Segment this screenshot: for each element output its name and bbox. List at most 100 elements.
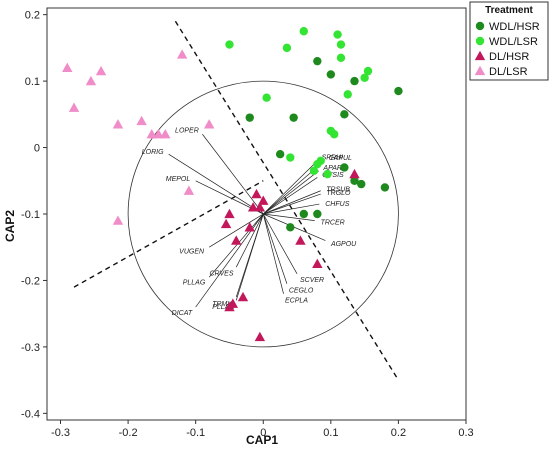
point-dl-hsr [251,188,262,199]
y-axis-title: CAP2 [3,210,17,242]
vector-line [208,213,264,278]
point-wdl-hsr [340,163,349,172]
legend: Treatment WDL/HSR WDL/LSR DL/HSR DL/LSR [469,1,549,81]
point-wdl-hsr [350,76,359,86]
legend-entry: WDL/HSR [489,21,540,33]
vector-label: TRMIC [212,301,235,308]
point-dl-hsr [312,258,323,268]
y-tick-label: -0.1 [21,209,40,221]
vector-line [263,190,321,215]
point-dl-lsr [160,129,171,139]
point-dl-hsr [224,208,235,219]
point-wdl-hsr [357,179,366,189]
legend-entry: DL/HSR [489,51,529,63]
point-wdl-lsr [343,90,352,99]
vector-line [262,213,288,284]
points-layer [62,27,403,342]
point-wdl-lsr [225,40,234,49]
point-wdl-hsr [275,149,285,159]
vector-label: DICAT [172,310,193,317]
vector-line [263,213,315,221]
point-dl-lsr [85,75,97,86]
point-wdl-hsr [340,110,349,119]
vector-line [263,203,320,215]
vector-label: PLLAN [212,304,235,311]
point-wdl-lsr [262,93,271,102]
vector-label: SCVER [300,277,324,284]
y-tick-label: -0.4 [21,408,40,420]
x-tick-label: 0.1 [323,427,338,439]
y-tick-label: 0 [34,143,40,155]
vector-line [235,213,264,268]
point-wdl-lsr [313,159,322,169]
point-wdl-lsr [282,43,292,53]
vector-label: CHFUS [325,201,349,208]
vector-line [235,213,264,301]
point-wdl-lsr [309,166,319,176]
correlation-circle [127,80,399,348]
point-wdl-hsr [380,183,390,192]
vector-label: CEGLO [289,287,314,294]
point-dl-lsr [183,185,195,195]
point-wdl-lsr [363,66,373,76]
plot-frame [46,7,467,421]
point-dl-hsr [224,301,235,312]
point-dl-lsr [112,215,124,225]
y-tick-label: 0.1 [25,76,40,88]
point-wdl-hsr [326,70,336,79]
vector-label: PLLAG [183,280,206,287]
point-wdl-lsr [286,153,295,162]
legend-marker [475,21,485,31]
y-tick-label: -0.3 [21,342,40,354]
point-dl-hsr [247,202,259,212]
legend-entry: DL/LSR [489,66,528,78]
point-wdl-lsr [323,169,332,179]
vector-label: LOPER [175,127,199,134]
point-wdl-hsr [299,209,309,219]
vector-label: CRVES [210,271,234,278]
legend-entry: WDL/LSR [489,36,538,48]
vector-line [262,213,284,294]
point-wdl-hsr [245,113,254,122]
point-dl-hsr [244,222,255,232]
vector-line [202,134,264,215]
vector-line [263,170,319,215]
vector-label: MEPOL [166,176,191,183]
point-dl-hsr [349,168,360,179]
vector-label: CAPUL [329,155,352,162]
legend-marker [474,50,486,61]
vector-line [263,193,321,215]
vector-line [262,213,298,274]
vector-label: SPRHI [322,155,343,162]
point-wdl-lsr [299,27,309,36]
vector-label: TRCER [321,219,345,226]
point-wdl-lsr [330,130,339,139]
point-wdl-hsr [394,86,403,96]
point-dl-hsr [231,235,242,245]
vector-label: AGPOU [330,241,357,248]
x-tick-label: -0.1 [186,427,205,439]
x-tick-label: 0.3 [458,427,473,439]
vector-label: GYSIS [322,172,344,179]
vector-line [168,153,264,215]
x-tick-label: -0.3 [51,427,70,439]
point-wdl-lsr [333,30,342,39]
legend-title: Treatment [485,5,533,16]
point-wdl-lsr [336,53,346,63]
x-tick-label: 0 [260,427,266,439]
legend-marker [475,36,485,46]
point-dl-hsr [258,195,269,205]
x-tick-label: 0.2 [391,427,406,439]
point-dl-lsr [136,115,147,126]
point-wdl-lsr [360,73,369,82]
point-dl-lsr [153,129,164,139]
point-dl-lsr [62,62,73,72]
vector-label: TRSUB [326,186,350,193]
point-wdl-hsr [286,223,295,232]
divider-line [73,180,264,288]
point-dl-hsr [295,235,306,245]
point-dl-lsr [112,119,124,129]
vector-line [263,160,318,215]
